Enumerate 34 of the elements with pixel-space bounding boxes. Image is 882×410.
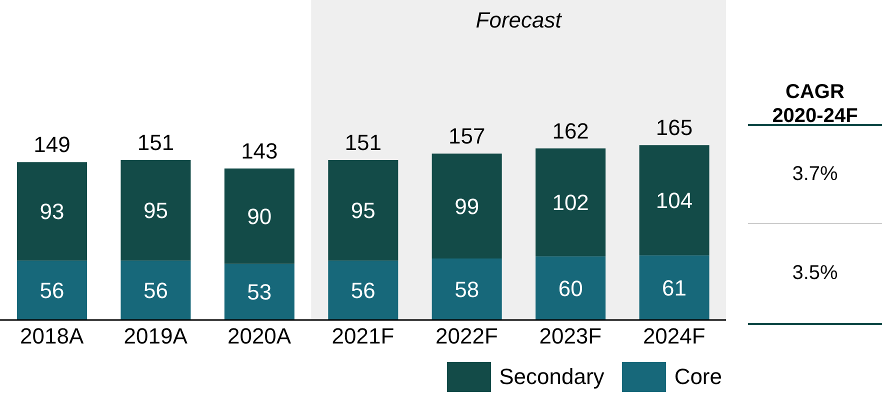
total-label: 157 <box>448 124 486 149</box>
total-label: 149 <box>34 132 70 158</box>
total-label: 165 <box>656 115 693 140</box>
data-label: 104 <box>656 188 693 214</box>
data-label: 56 <box>40 278 64 304</box>
x-tick-label: 2023F <box>539 324 602 349</box>
data-label: 58 <box>454 277 480 302</box>
total-label: 151 <box>344 130 382 155</box>
data-label: 61 <box>662 275 687 300</box>
band-label: Forecast <box>476 8 562 33</box>
data-label: 53 <box>247 280 272 305</box>
total-label: 143 <box>241 138 278 164</box>
data-label: 102 <box>552 190 589 216</box>
total-label: 162 <box>552 118 589 144</box>
legend-label: Core <box>674 364 722 390</box>
data-label: 93 <box>40 199 64 224</box>
text: 3.7% <box>792 163 838 185</box>
x-tick-label: 2019A <box>124 324 188 349</box>
data-label: 95 <box>143 198 168 224</box>
data-label: 56 <box>350 278 376 304</box>
x-tick-label: 2021F <box>332 324 394 349</box>
legend-label: Secondary <box>499 364 604 390</box>
data-label: 99 <box>454 194 480 219</box>
x-tick-label: 2022F <box>436 324 498 349</box>
x-tick-label: 2018A <box>20 324 84 349</box>
total-label: 151 <box>137 130 174 155</box>
data-label: 90 <box>247 204 272 229</box>
data-label: 56 <box>143 278 168 304</box>
x-tick-label: 2024F <box>642 324 706 349</box>
x-tick-label: 2020A <box>227 324 292 349</box>
data-label: 95 <box>350 198 376 224</box>
text: CAGR 2020-24F <box>772 81 858 127</box>
text: 3.5% <box>748 223 882 325</box>
data-label: 60 <box>558 276 583 302</box>
